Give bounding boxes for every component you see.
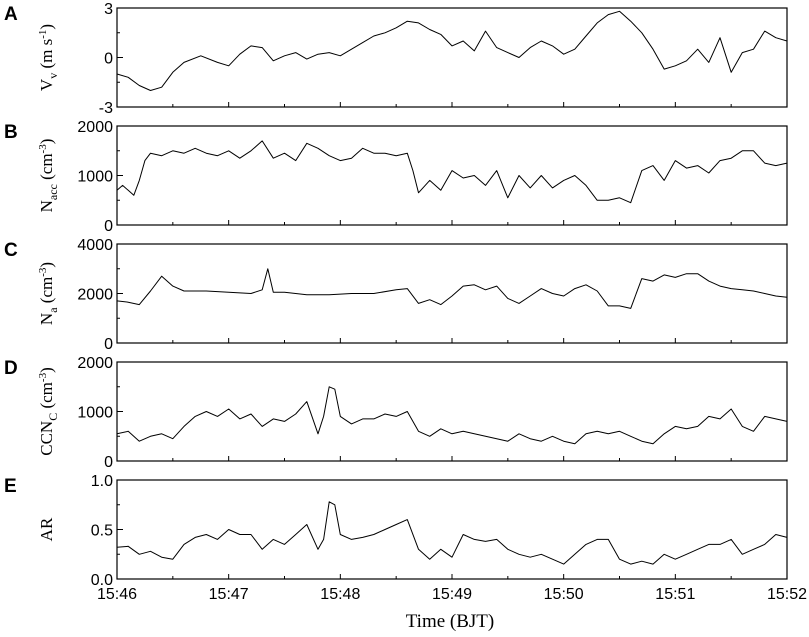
y-label-unit: (cm	[37, 153, 56, 184]
y-label-unit_end: )	[37, 24, 56, 30]
panel-frame	[116, 125, 788, 226]
y-label-unit_sup: -1	[37, 30, 49, 39]
y-tick-label: 1.0	[91, 473, 113, 490]
x-tick-label: 15:49	[432, 586, 472, 603]
y-tick-label: 1000	[77, 405, 113, 422]
panel-letter: E	[4, 476, 17, 497]
x-tick-label: 15:48	[320, 586, 360, 603]
y-label-sub: C	[46, 413, 60, 421]
y-tick-label: 0	[104, 51, 113, 68]
x-tick-label: 15:47	[209, 586, 249, 603]
x-tick-label: 15:51	[655, 586, 695, 603]
y-label-unit: (cm	[37, 277, 56, 308]
y-tick-label: 2000	[77, 119, 113, 136]
y-tick-label: 3	[104, 1, 113, 18]
y-label-unit_sup: -3	[37, 372, 49, 382]
panel-letter: A	[4, 4, 18, 25]
y-tick-label: 0.5	[91, 523, 113, 540]
panel-frame	[116, 361, 788, 462]
y-tick-label: 0.0	[91, 572, 113, 589]
y-tick-label: 0	[104, 218, 113, 235]
x-tick-label: 15:50	[544, 586, 584, 603]
panel-frame	[116, 243, 788, 344]
series-line-e	[116, 501, 788, 565]
y-axis-label: Nacc (cm-3)	[37, 139, 60, 213]
y-tick-label: 4000	[77, 237, 113, 254]
series-line-b	[116, 140, 788, 204]
y-label-unit_sup: -3	[37, 144, 49, 154]
y-tick-label: 2000	[77, 355, 113, 372]
y-label-sub: a	[46, 307, 60, 313]
series-line-c	[116, 268, 788, 309]
x-tick-label: 15:52	[767, 586, 807, 603]
panel-b: B 0 1000 2000 Nacc (cm-3)	[4, 119, 788, 235]
panel-letter: C	[4, 240, 18, 261]
panel-a: A -3 0 3 Vv (m s-1)	[4, 1, 788, 117]
y-label-unit: (cm	[37, 382, 56, 413]
x-tick-label: 15:46	[97, 586, 137, 603]
y-label-main: N	[37, 200, 56, 212]
y-label-unit_end: )	[37, 262, 56, 268]
y-axis-label: Vv (m s-1)	[37, 24, 60, 91]
x-axis-label: Time (BJT)	[406, 611, 495, 632]
y-label-unit_sup: -3	[37, 267, 49, 277]
panel-frame	[116, 7, 788, 108]
series-line-d	[116, 386, 788, 445]
y-label-main: N	[37, 313, 56, 325]
y-label-unit_end: )	[37, 139, 56, 145]
y-tick-label: 0	[104, 336, 113, 353]
y-label-unit: (m s	[37, 39, 56, 73]
y-label-sub: v	[46, 73, 60, 79]
y-label-main: V	[37, 78, 56, 91]
panel-frame	[116, 479, 788, 580]
series-line-a	[116, 10, 788, 91]
panel-e: E 0.0 0.5 1.0 15:46 15:47 15:48 15:49 15:50 15:51…	[4, 473, 807, 603]
panel-letter: D	[4, 358, 18, 379]
y-axis-label: CCNC (cm-3)	[37, 367, 60, 456]
y-label-main: CCN	[37, 421, 56, 456]
panel-d: D 0 1000 2000 CCNC (cm-3)	[4, 355, 788, 471]
y-label-sub: acc	[46, 184, 60, 200]
y-tick-label: -3	[99, 100, 113, 117]
panel-letter: B	[4, 122, 18, 143]
y-axis-label: AR	[37, 517, 56, 541]
y-tick-label: 2000	[77, 287, 113, 304]
y-axis-label: Na (cm-3)	[37, 262, 60, 325]
y-tick-label: 1000	[77, 169, 113, 186]
y-tick-label: 0	[104, 454, 113, 471]
panel-c: C 0 2000 4000 Na (cm-3)	[4, 237, 788, 353]
y-label-main: AR	[37, 517, 56, 541]
y-label-unit_end: )	[37, 367, 56, 373]
